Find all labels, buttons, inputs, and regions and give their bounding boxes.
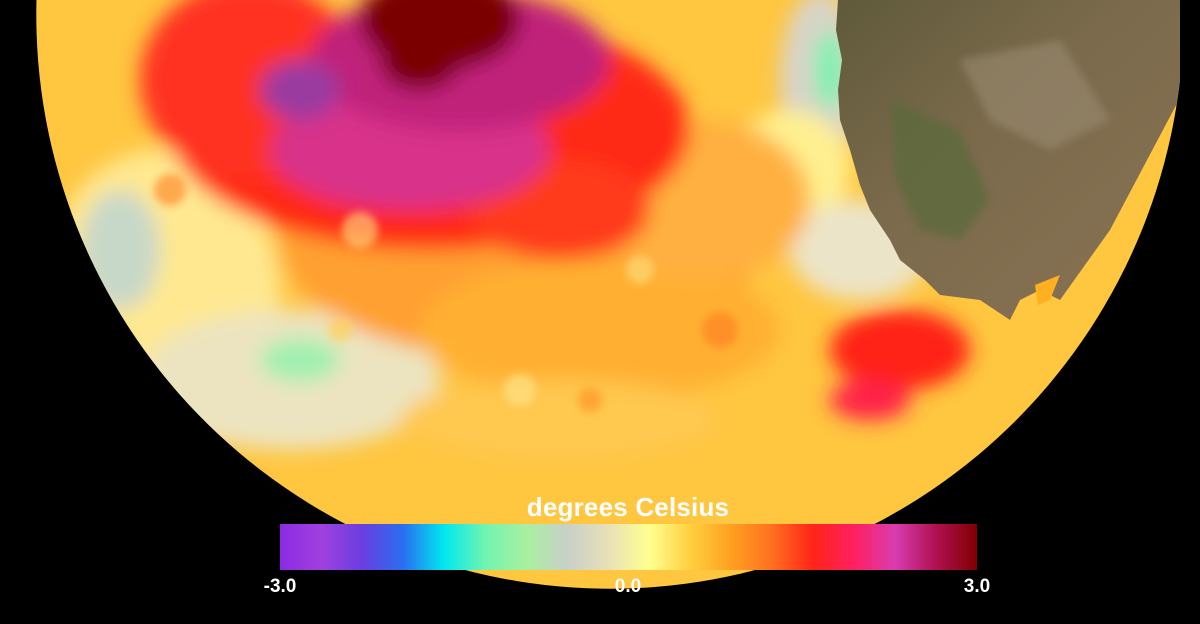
tick-zero: 0.0	[614, 576, 642, 597]
land-north-america	[836, 0, 1180, 320]
tick-min: -3.0	[263, 576, 297, 597]
legend-title: degrees Celsius	[526, 492, 730, 522]
tick-max: 3.0	[963, 576, 991, 597]
color-scale-bar	[280, 524, 977, 570]
